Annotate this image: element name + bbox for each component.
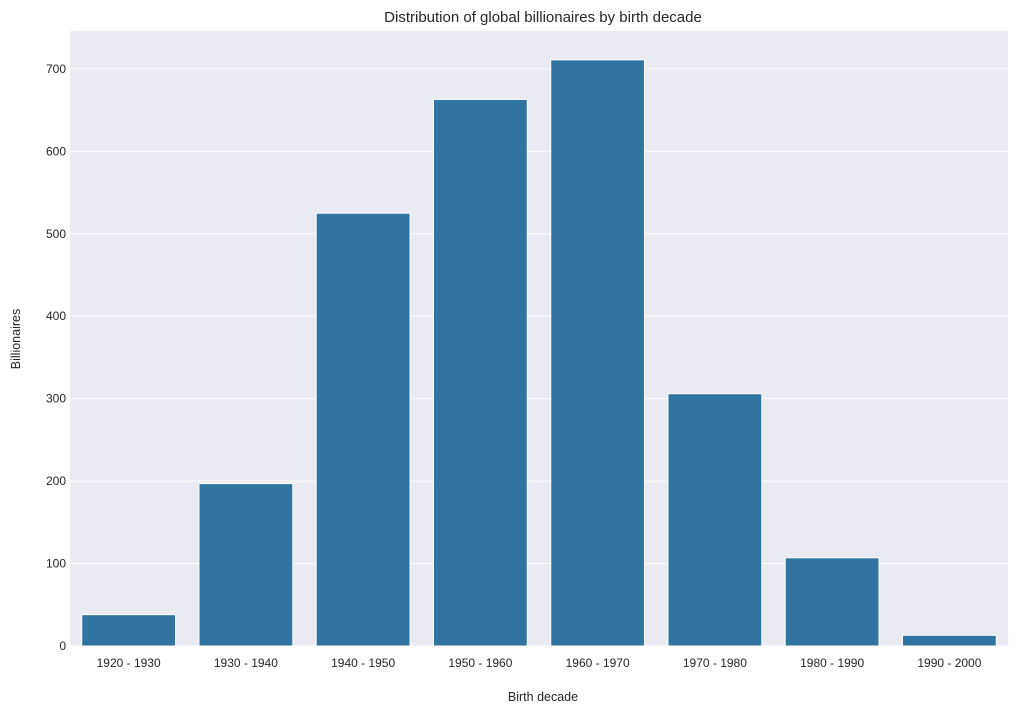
y-tick-label: 600 [46,144,66,158]
x-tick-label: 1930 - 1940 [214,656,278,670]
bars [81,59,997,647]
x-axis-label: Birth decade [508,690,578,704]
y-tick-label: 200 [46,474,66,488]
y-axis-label: Billionaires [9,309,23,369]
x-tick-label: 1950 - 1960 [448,656,512,670]
bar [550,59,646,647]
x-tick-label: 1970 - 1980 [683,656,747,670]
x-tick-label: 1940 - 1950 [331,656,395,670]
x-tick-label: 1960 - 1970 [566,656,630,670]
y-tick-label: 100 [46,557,66,571]
bar [784,557,880,647]
bar [81,614,177,647]
y-axis-ticks: 0 100 200 300 400 500 600 700 [46,62,66,653]
x-tick-label: 1990 - 2000 [917,656,981,670]
bar [315,212,411,647]
y-tick-label: 400 [46,309,66,323]
y-tick-label: 300 [46,392,66,406]
y-tick-label: 500 [46,227,66,241]
bar [432,98,528,647]
bar [198,483,294,647]
x-tick-label: 1920 - 1930 [97,656,161,670]
bar [667,393,763,647]
x-axis-ticks: 1920 - 1930 1930 - 1940 1940 - 1950 1950 - … [97,656,982,670]
bar [901,634,997,647]
y-tick-label: 700 [46,62,66,76]
chart-title: Distribution of global billionaires by b… [384,9,702,26]
x-tick-label: 1980 - 1990 [800,656,864,670]
y-tick-label: 0 [59,639,66,653]
